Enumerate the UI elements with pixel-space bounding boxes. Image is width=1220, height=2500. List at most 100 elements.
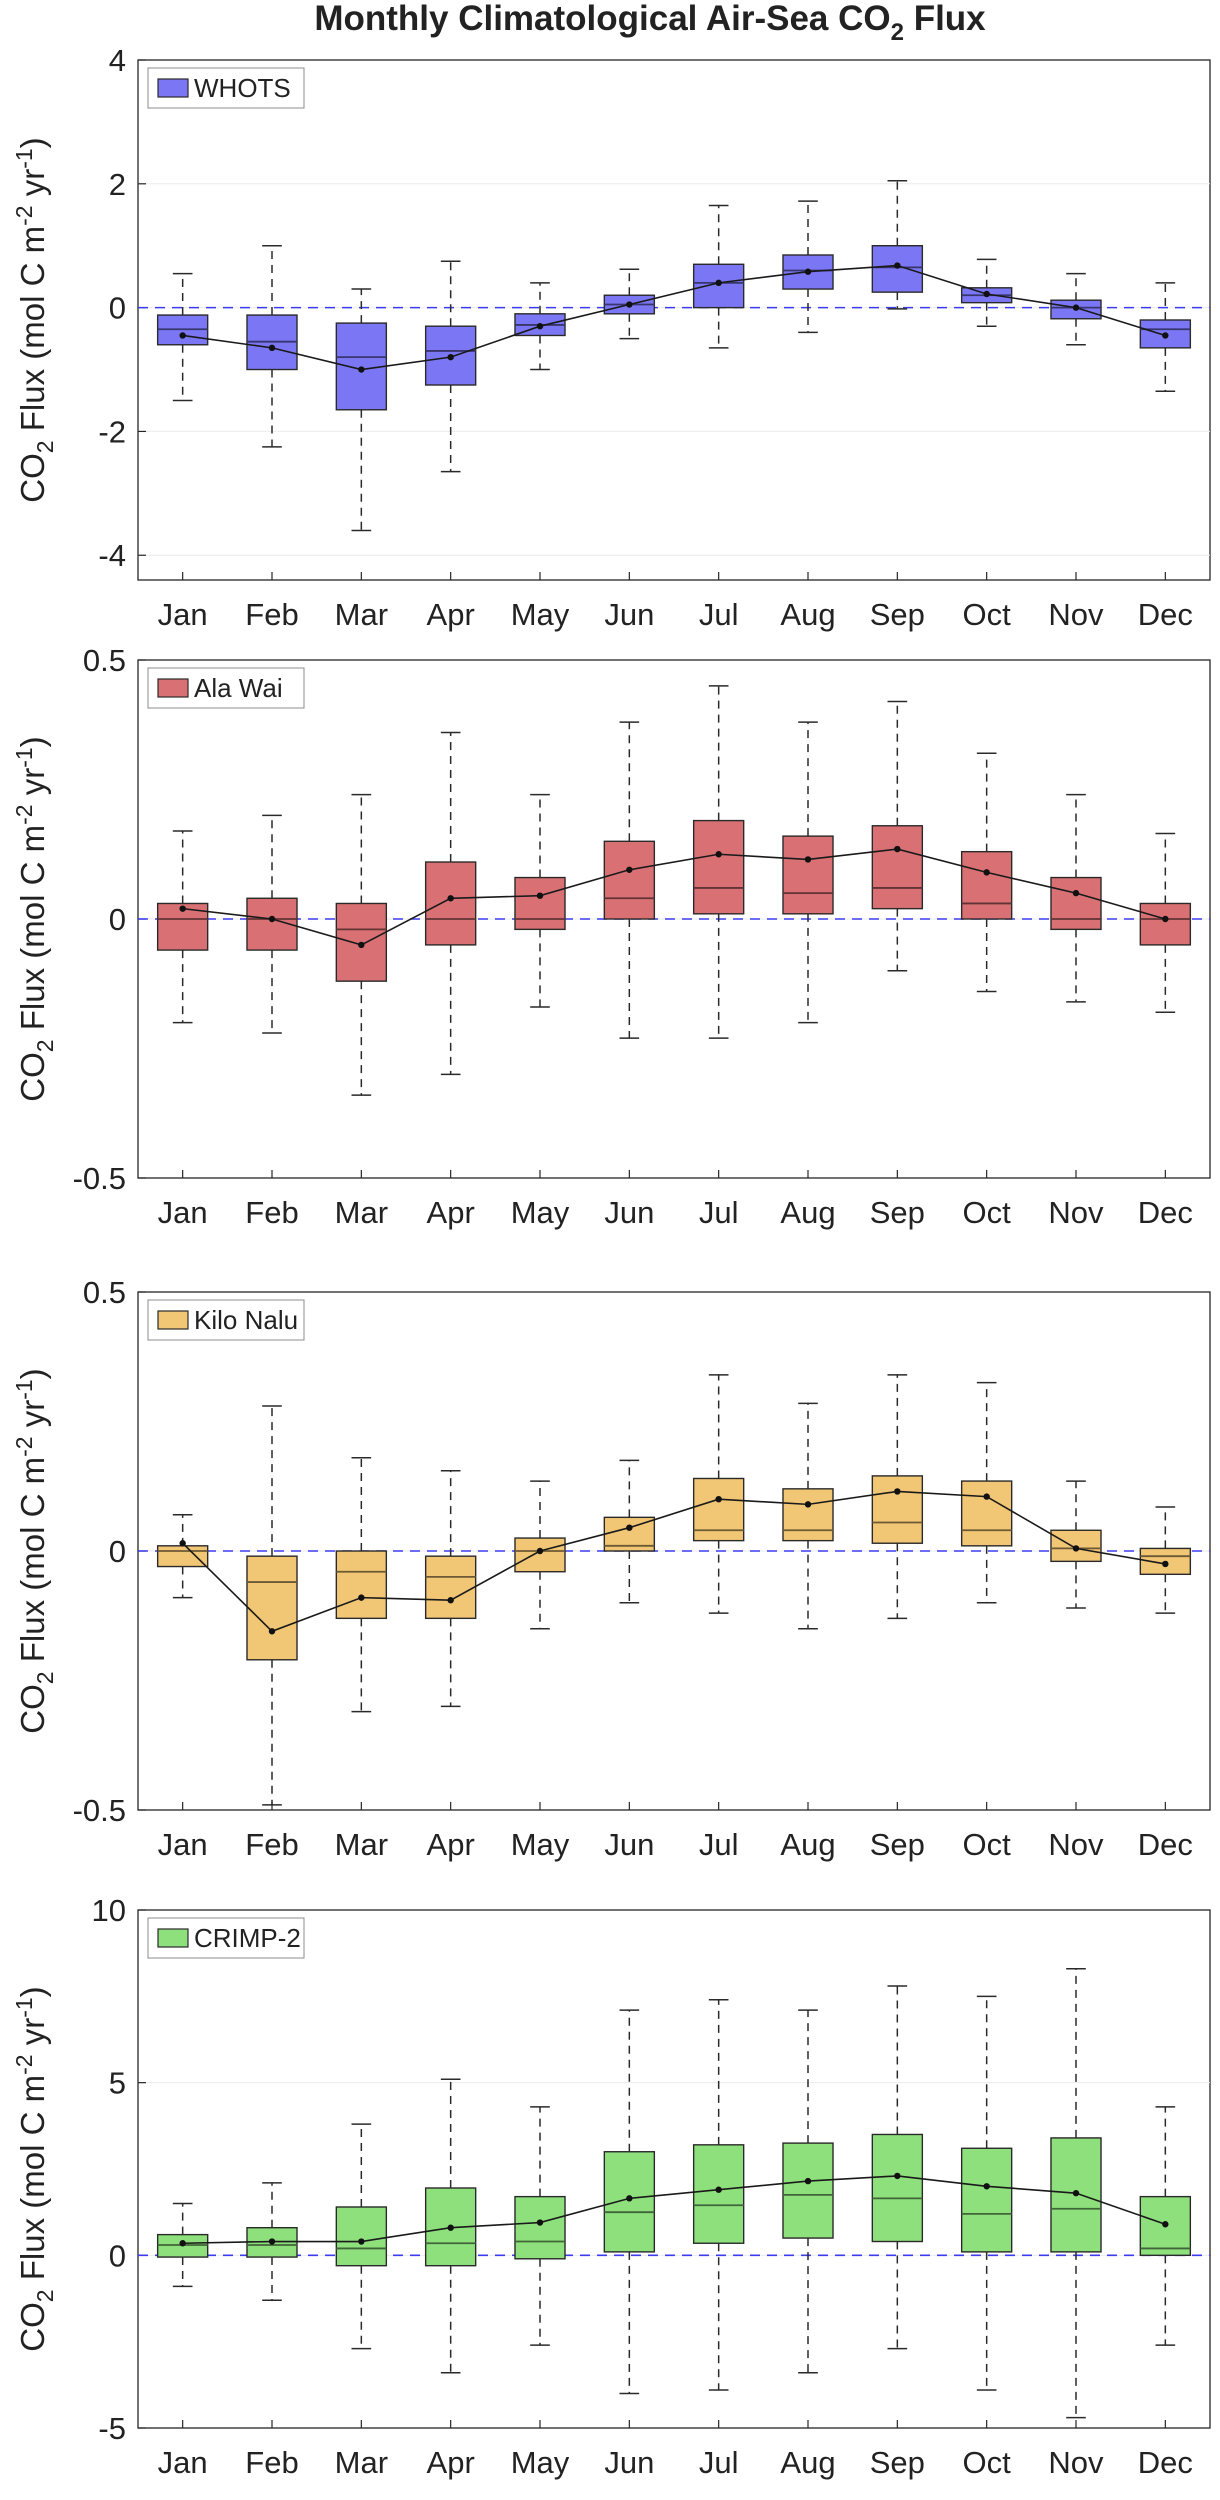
x-tick-label: Sep: [870, 597, 925, 632]
mean-point: [358, 1594, 365, 1601]
y-axis-label: CO2 Flux (mol C m-2 yr-1): [11, 736, 58, 1101]
mean-line: [182, 848, 1166, 946]
box-may: [514, 1480, 566, 1630]
x-tick-label: Jul: [699, 2445, 739, 2480]
mean-point: [1162, 915, 1169, 923]
mean-point: [536, 322, 544, 330]
x-tick-label: May: [511, 1827, 570, 1862]
y-axis-label: CO2 Flux (mol C m-2 yr-1): [11, 137, 58, 502]
mean-point: [626, 2195, 633, 2202]
box-sep: [871, 700, 924, 972]
mean-point: [447, 1597, 454, 1604]
mean-point: [894, 262, 901, 269]
mean-point: [983, 869, 990, 876]
y-tick-label: 0: [109, 1534, 126, 1569]
x-tick-label: Jan: [158, 2445, 208, 2480]
mean-point: [626, 866, 633, 873]
x-tick-label: Apr: [427, 1195, 475, 1230]
box-jan: [156, 830, 209, 1024]
mean-point: [536, 1547, 544, 1555]
y-tick-label: 0.5: [83, 643, 126, 678]
iqr-box: [782, 835, 834, 915]
legend-swatch: [157, 1928, 189, 1948]
x-tick-label: Apr: [427, 2445, 475, 2480]
box-nov: [1050, 793, 1102, 1003]
mean-point: [804, 268, 812, 275]
y-tick-label: -5: [98, 2411, 126, 2446]
iqr-box: [782, 1488, 834, 1542]
x-tick-label: Aug: [780, 1195, 835, 1230]
x-tick-label: Mar: [335, 2445, 388, 2480]
legend: WHOTS: [147, 67, 305, 109]
y-tick-label: 0: [109, 291, 126, 326]
mean-point: [626, 1524, 633, 1531]
x-tick-label: Jun: [604, 1195, 654, 1230]
mean-point: [1072, 2189, 1080, 2197]
x-tick-label: Jun: [604, 597, 654, 632]
box-mar: [335, 2123, 388, 2350]
x-tick-label: Oct: [963, 597, 1012, 632]
x-tick-label: Dec: [1138, 597, 1193, 632]
mean-point: [447, 353, 454, 361]
iqr-box: [782, 2142, 834, 2239]
iqr-box: [156, 1545, 209, 1568]
mean-point: [179, 905, 186, 912]
mean-point: [804, 856, 812, 863]
mean-point: [1072, 304, 1080, 311]
x-tick-label: Dec: [1138, 1195, 1193, 1230]
box-feb: [246, 814, 298, 1034]
mean-point: [268, 915, 276, 923]
x-tick-label: Nov: [1048, 2445, 1104, 2480]
x-tick-label: Nov: [1048, 1827, 1104, 1862]
legend: Ala Wai: [147, 667, 305, 709]
mean-point: [268, 1628, 276, 1635]
y-tick-label: 0.5: [83, 1275, 126, 1310]
box-feb: [246, 1405, 298, 1806]
y-axis-label: CO2 Flux (mol C m-2 yr-1): [11, 1986, 58, 2351]
mean-point: [1162, 2221, 1169, 2228]
x-tick-label: Jan: [158, 1195, 208, 1230]
mean-point: [715, 279, 722, 287]
box-sep: [871, 1985, 924, 2350]
x-tick-label: Jan: [158, 597, 208, 632]
x-tick-label: Nov: [1048, 1195, 1104, 1230]
box-may: [514, 2106, 566, 2346]
y-tick-label: -0.5: [73, 1793, 126, 1828]
mean-point: [447, 2224, 454, 2231]
iqr-box: [1050, 876, 1102, 931]
mean-point: [804, 1501, 812, 1508]
x-tick-label: Dec: [1138, 1827, 1193, 1862]
mean-line: [182, 2175, 1166, 2245]
iqr-box: [603, 2151, 656, 2253]
box-dec: [1139, 2106, 1192, 2346]
x-tick-label: Feb: [245, 1195, 298, 1230]
plot-area: [137, 1909, 1211, 2429]
mean-point: [358, 941, 365, 949]
y-tick-label: 5: [109, 2066, 126, 2101]
x-tick-label: Aug: [780, 597, 835, 632]
legend-swatch: [157, 678, 189, 698]
legend-label: Ala Wai: [194, 673, 283, 703]
mean-point: [1072, 1545, 1080, 1552]
box-apr: [424, 731, 477, 1076]
x-tick-label: May: [511, 1195, 570, 1230]
iqr-box: [692, 2144, 745, 2244]
box-jun: [603, 1459, 656, 1604]
mean-point: [715, 2186, 722, 2193]
mean-point: [268, 2238, 276, 2245]
box-jan: [156, 272, 209, 402]
box-mar: [335, 1457, 388, 1713]
iqr-box: [960, 2147, 1013, 2253]
box-jun: [603, 2009, 656, 2395]
mean-point: [894, 1488, 901, 1495]
mean-point: [536, 2219, 544, 2226]
x-tick-label: Oct: [963, 1827, 1012, 1862]
box-feb: [246, 244, 298, 448]
mean-line: [182, 264, 1166, 371]
iqr-box: [335, 1550, 388, 1620]
y-tick-label: -2: [98, 414, 126, 449]
mean-point: [983, 2183, 990, 2190]
panel-whots: -4 -2 0 2 4 Jan Feb Mar Apr May Jun Jul Aug Sep Oct Nov…: [11, 43, 1211, 632]
mean-point: [626, 301, 633, 308]
mean-point: [715, 851, 722, 858]
